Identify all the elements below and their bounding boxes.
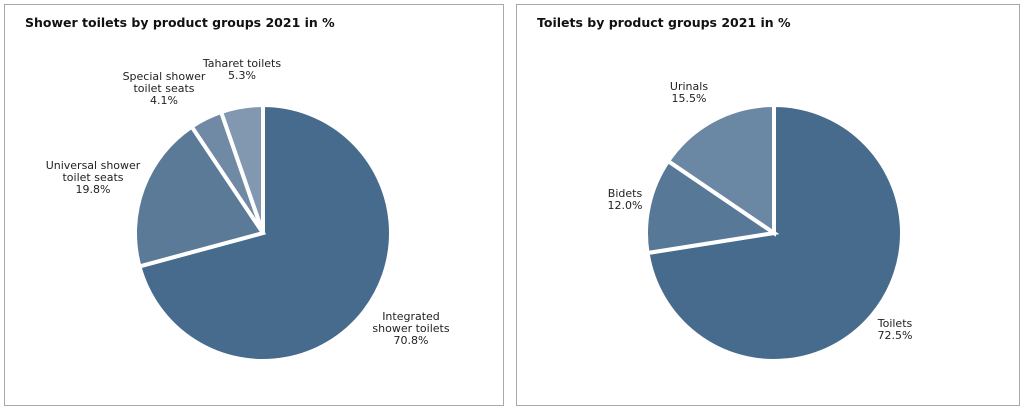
- slice-label-bidets: Bidets 12.0%: [608, 187, 643, 212]
- slice-value-label: 70.8%: [394, 334, 429, 347]
- slice-value-label: 12.0%: [608, 199, 643, 212]
- slice-value-label: 4.1%: [150, 94, 178, 107]
- slice-label-line: toilet seats: [62, 171, 123, 184]
- slice-value-label: 19.8%: [76, 183, 111, 196]
- slice-label-line: Toilets: [877, 317, 913, 330]
- pie-slice-universal-shower-toilet-seats: [133, 123, 267, 269]
- slice-label-line: shower toilets: [372, 322, 449, 335]
- slice-label-line: Special shower: [123, 70, 206, 83]
- slice-value-label: 15.5%: [672, 92, 707, 105]
- slice-label-line: Urinals: [670, 80, 708, 93]
- pie-slice-bidets: [644, 158, 780, 256]
- chart-panel-shower-toilets: Shower toilets by product groups 2021 in…: [4, 4, 504, 406]
- chart-title: Shower toilets by product groups 2021 in…: [25, 15, 335, 30]
- pie-slice-urinals: [665, 102, 776, 237]
- slice-value-label: 5.3%: [228, 69, 256, 82]
- slice-value-label: 72.5%: [878, 329, 913, 342]
- slice-label-taharet-toilets: Taharet toilets 5.3%: [202, 57, 281, 82]
- chart-title: Toilets by product groups 2021 in %: [537, 15, 791, 30]
- slice-label-line: Universal shower: [46, 159, 141, 172]
- slice-label-special-shower-toilet-seats: Special shower toilet seats 4.1%: [123, 70, 206, 107]
- slice-label-integrated-shower-toilets: Integrated shower toilets 70.8%: [372, 310, 449, 347]
- slice-label-universal-shower-toilet-seats: Universal shower toilet seats 19.8%: [46, 159, 141, 196]
- pie-chart-toilets: Toilets 72.5% Bidets 12.0% Urinals 15.5%: [608, 80, 913, 363]
- slice-label-line: Bidets: [608, 187, 643, 200]
- chart-panel-toilets: Toilets by product groups 2021 in % Toil…: [516, 4, 1020, 406]
- slice-label-line: toilet seats: [133, 82, 194, 95]
- pie-chart-shower-toilets: Integrated shower toilets 70.8% Universal s…: [46, 57, 450, 363]
- slice-label-toilets: Toilets 72.5%: [877, 317, 913, 342]
- slice-label-line: Integrated: [382, 310, 440, 323]
- slice-label-line: Taharet toilets: [202, 57, 281, 70]
- slice-label-urinals: Urinals 15.5%: [670, 80, 708, 105]
- pie-slice-taharet-toilets: [218, 102, 265, 234]
